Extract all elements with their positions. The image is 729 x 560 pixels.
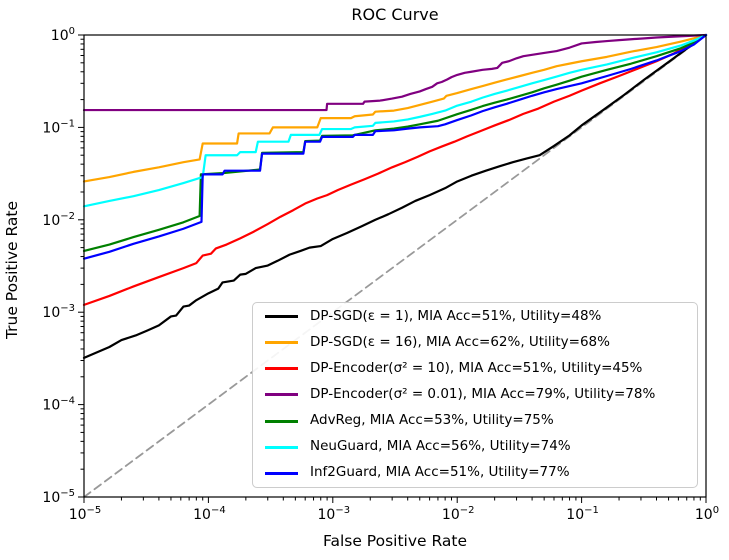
series-line-dp-sgd-eps1 [82, 33, 708, 360]
legend-line-swatch [265, 367, 298, 371]
plot-frame [83, 34, 707, 498]
legend-item-neuguard: NeuGuard, MIA Acc=56%, Utility=74% [265, 440, 691, 454]
x-axis-label: False Positive Rate [322, 532, 468, 550]
legend-label: AdvReg, MIA Acc=53%, Utility=75% [310, 412, 554, 429]
x-tick-label: 10−4 [193, 505, 226, 523]
legend-label: DP-Encoder(σ² = 0.01), MIA Acc=79%, Util… [310, 386, 656, 403]
series-line-dp-encoder-sigma10 [82, 33, 708, 306]
x-tick-label: 10−2 [442, 505, 475, 523]
chart-title: ROC Curve [351, 5, 439, 24]
y-tick-label: 10−4 [42, 396, 75, 414]
legend-item-dp-sgd-eps1: DP-SGD(ε = 1), MIA Acc=51%, Utility=48% [265, 308, 691, 324]
series-line-neuguard [82, 33, 708, 208]
legend-box: DP-SGD(ε = 1), MIA Acc=51%, Utility=48% D… [252, 302, 698, 488]
legend-item-advreg: AdvReg, MIA Acc=53%, Utility=75% [265, 414, 691, 428]
y-tick-label: 100 [51, 26, 75, 44]
y-tick-label: 10−3 [42, 303, 75, 321]
legend-label: DP-Encoder(σ² = 10), MIA Acc=51%, Utilit… [310, 360, 643, 377]
legend-label: DP-SGD(ε = 1), MIA Acc=51%, Utility=48% [310, 308, 602, 324]
y-tick-label: 10−2 [42, 211, 75, 229]
legend-line-swatch [265, 341, 298, 345]
legend-line-swatch [265, 471, 298, 475]
series-line-advreg [82, 33, 708, 253]
legend-label: DP-SGD(ε = 16), MIA Acc=62%, Utility=68% [310, 334, 610, 351]
legend-line-swatch [265, 393, 298, 397]
series-line-inf2guard [82, 33, 708, 260]
legend-label: Inf2Guard, MIA Acc=51%, Utility=77% [310, 464, 570, 481]
y-tick-label: 10−5 [42, 488, 75, 506]
legend-line-swatch [265, 315, 298, 319]
y-tick-label: 10−1 [42, 118, 75, 136]
legend-item-dp-encoder-sigma001: DP-Encoder(σ² = 0.01), MIA Acc=79%, Util… [265, 388, 691, 402]
legend-line-swatch [265, 445, 298, 449]
x-tick-label: 10−3 [318, 505, 351, 523]
legend-line-swatch [265, 419, 298, 423]
series-line-dp-sgd-eps16 [82, 33, 708, 183]
legend-item-inf2guard: Inf2Guard, MIA Acc=51%, Utility=77% [265, 466, 691, 480]
legend-item-dp-sgd-eps16: DP-SGD(ε = 16), MIA Acc=62%, Utility=68% [265, 336, 691, 350]
x-tick-label: 10−1 [566, 505, 599, 523]
axis-ticks [78, 34, 707, 503]
x-tick-label: 10−5 [69, 505, 102, 523]
legend-label: NeuGuard, MIA Acc=56%, Utility=74% [310, 438, 571, 455]
legend-item-dp-encoder-sigma10: DP-Encoder(σ² = 10), MIA Acc=51%, Utilit… [265, 362, 691, 376]
x-tick-label: 100 [695, 505, 719, 523]
series-line-dp-encoder-sigma001 [82, 33, 708, 112]
